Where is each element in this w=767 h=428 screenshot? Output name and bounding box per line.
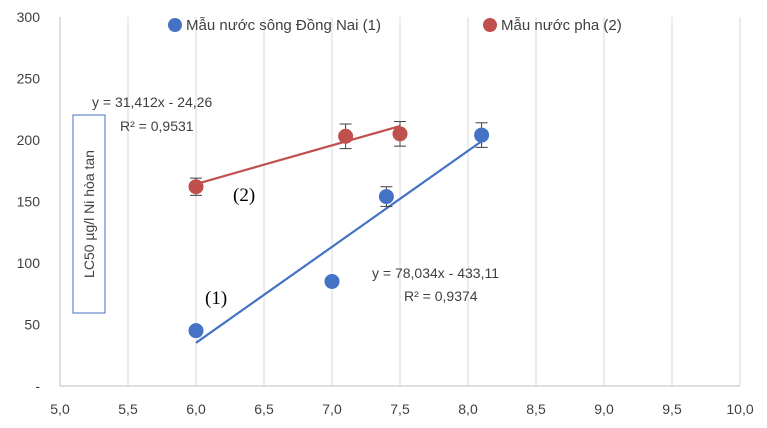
data-point-series-1 — [474, 127, 490, 143]
legend: Mẫu nước sông Đồng Nai (1) Mẫu nước pha … — [168, 17, 622, 34]
x-tick-label: 6,5 — [254, 401, 274, 417]
x-tick-label: 7,5 — [390, 401, 410, 417]
trendline-equation-series-1: y = 78,034x - 433,11 — [372, 265, 499, 281]
y-tick-label: 150 — [17, 194, 41, 210]
trendline-series-1 — [195, 140, 483, 344]
curve-label-series-2: (2) — [233, 185, 255, 206]
data-point-series-2 — [392, 126, 408, 142]
trendline-r2-series-2: R² = 0,9531 — [120, 118, 194, 134]
x-tick-label: 9,5 — [662, 401, 682, 417]
y-axis-label: LC50 µg/l Ni hòa tan — [81, 150, 97, 278]
y-tick-label: 200 — [17, 132, 41, 148]
y-tick-label: 300 — [17, 9, 41, 25]
x-tick-label: 5,5 — [118, 401, 138, 417]
trendline-equation-series-2: y = 31,412x - 24,26 — [92, 94, 212, 110]
curve-label-series-1: (1) — [205, 288, 227, 309]
y-axis-label-box: LC50 µg/l Ni hòa tan — [72, 114, 106, 314]
y-tick-label: 100 — [17, 255, 41, 271]
axes — [59, 17, 740, 387]
legend-label-series-1: Mẫu nước sông Đồng Nai (1) — [186, 17, 381, 34]
data-points — [188, 126, 490, 339]
y-tick-label: 250 — [17, 71, 41, 87]
tick-labels: 5,0 5,5 6,0 6,5 7,0 7,5 8,0 8,5 9,0 9,5 10,0 - 50 100… — [17, 9, 754, 417]
trendline-series-2 — [195, 125, 401, 186]
data-point-series-1 — [188, 323, 204, 339]
data-point-series-2 — [338, 128, 354, 144]
legend-label-series-2: Mẫu nước pha (2) — [501, 17, 622, 34]
x-tick-label: 8,5 — [526, 401, 546, 417]
x-tick-label: 6,0 — [186, 401, 206, 417]
data-point-series-1 — [324, 273, 340, 289]
x-tick-label: 10,0 — [726, 401, 753, 417]
x-tick-label: 5,0 — [50, 401, 70, 417]
x-tick-label: 7,0 — [322, 401, 342, 417]
x-tick-label: 8,0 — [458, 401, 478, 417]
grid-lines — [127, 17, 741, 386]
trendlines — [195, 125, 483, 344]
y-tick-label: - — [35, 378, 40, 394]
legend-marker-series-1 — [168, 18, 182, 32]
legend-marker-series-2 — [483, 18, 497, 32]
data-point-series-2 — [188, 179, 204, 195]
y-tick-label: 50 — [24, 317, 40, 333]
data-point-series-1 — [378, 189, 394, 205]
x-tick-label: 9,0 — [594, 401, 614, 417]
trendline-r2-series-1: R² = 0,9374 — [404, 288, 478, 304]
